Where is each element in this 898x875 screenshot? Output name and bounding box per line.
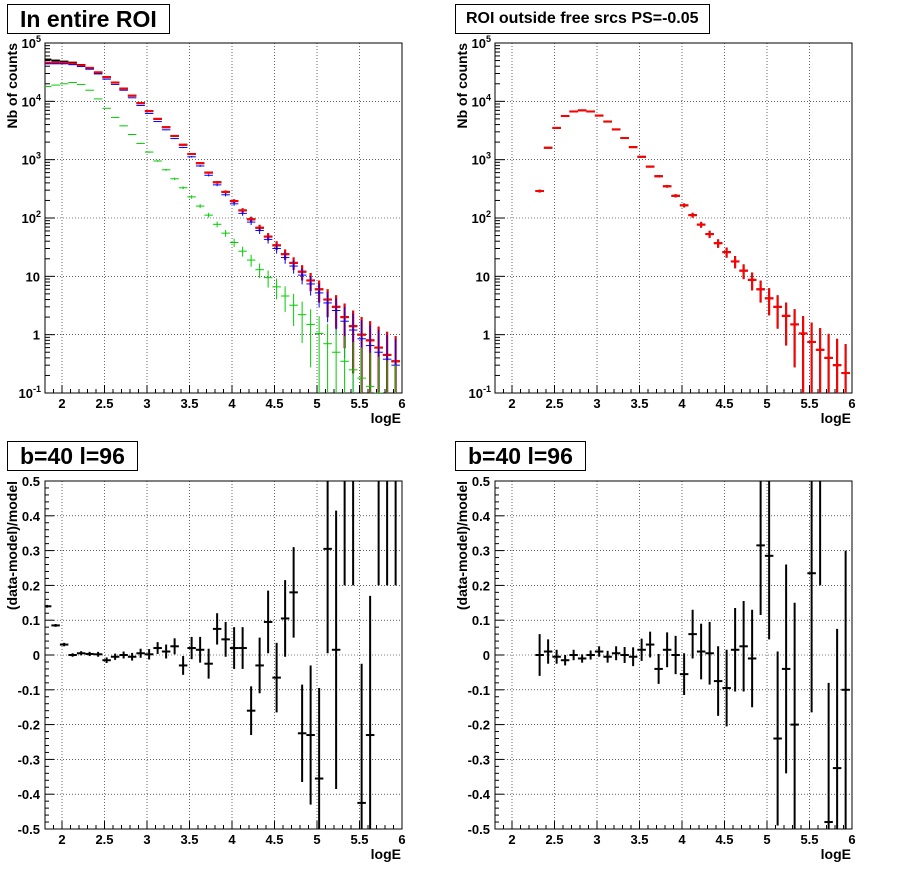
series-group — [535, 109, 850, 393]
x-tick-label: 4 — [678, 832, 686, 847]
x-tick-label: 5 — [313, 832, 320, 847]
y-tick-label: -0.4 — [18, 787, 41, 802]
y-tick-label: 0 — [483, 648, 490, 663]
y-tick-label: -0.1 — [468, 683, 490, 698]
y-tick-label: 1 — [483, 328, 490, 343]
y-tick-label: 0 — [33, 648, 40, 663]
x-tick-label: 3.5 — [180, 832, 198, 847]
x-tick-label: 5.5 — [350, 832, 368, 847]
y-tick-label: 104 — [472, 92, 491, 109]
x-tick-label: 5 — [763, 396, 770, 411]
chart-0: 2 2.5 3 3.5 4 4.5 5 5.5 6 10-1 1 10 102 103 104 105 logE… — [4, 34, 406, 426]
x-tick-label: 3.5 — [630, 396, 648, 411]
chart-1: 2 2.5 3 3.5 4 4.5 5 5.5 6 10-1 1 10 102 103 104 105 logE… — [454, 34, 856, 426]
x-tick-label: 2.5 — [545, 832, 563, 847]
y-tick-label: 10-1 — [469, 384, 491, 401]
y-tick-label: -0.3 — [468, 752, 490, 767]
x-tick-label: 3.5 — [630, 832, 648, 847]
chart-title-roi-outside: ROI outside free srcs PS=-0.05 — [455, 4, 710, 34]
x-tick-label: 6 — [398, 396, 405, 411]
x-tick-label: 2.5 — [95, 832, 113, 847]
chart-title-entire-roi: In entire ROI — [7, 4, 170, 34]
x-tick-label: 4 — [678, 396, 686, 411]
y-tick-label: 1 — [33, 328, 40, 343]
chart-2: 2 2.5 3 3.5 4 4.5 5 5.5 6 -0.5 -0.4 -0.3 -0.2 -0.1 0 0.… — [4, 474, 406, 862]
x-axis-title: logE — [371, 846, 401, 862]
y-tick-label: -0.2 — [468, 718, 490, 733]
series-group — [45, 481, 397, 829]
series-group — [45, 58, 400, 393]
y-tick-label: 0.2 — [472, 578, 490, 593]
y-tick-label: 102 — [22, 209, 41, 226]
y-tick-label: 0.1 — [22, 613, 40, 628]
y-tick-label: 0.4 — [22, 509, 41, 524]
y-axis-title: (data-model)/model — [4, 481, 20, 610]
y-tick-label: 10 — [26, 269, 40, 284]
x-tick-label: 4.5 — [265, 832, 283, 847]
x-tick-label: 3 — [593, 396, 600, 411]
x-tick-label: 6 — [848, 396, 855, 411]
x-tick-label: 4.5 — [715, 832, 733, 847]
x-tick-label: 3 — [593, 832, 600, 847]
x-tick-label: 2 — [508, 832, 515, 847]
y-tick-label: 10 — [476, 269, 490, 284]
x-tick-label: 5.5 — [350, 396, 368, 411]
y-tick-label: 103 — [472, 151, 491, 168]
x-tick-label: 3 — [143, 832, 150, 847]
x-axis-title: logE — [821, 846, 851, 862]
x-tick-label: 4.5 — [715, 396, 733, 411]
x-tick-label: 5 — [763, 832, 770, 847]
x-tick-label: 2.5 — [545, 396, 563, 411]
y-tick-label: 0.1 — [472, 613, 490, 628]
y-tick-label: 10-1 — [19, 384, 41, 401]
y-tick-label: 104 — [22, 92, 41, 109]
y-tick-label: 0.3 — [472, 544, 490, 559]
x-tick-label: 3 — [143, 396, 150, 411]
y-tick-label: 0.4 — [472, 509, 491, 524]
y-axis-title: Nb of counts — [454, 43, 470, 129]
y-tick-label: -0.2 — [18, 718, 40, 733]
x-tick-label: 5.5 — [800, 832, 818, 847]
y-tick-label: -0.5 — [18, 822, 40, 837]
x-tick-label: 2 — [58, 396, 65, 411]
y-axis-title: (data-model)/model — [454, 481, 470, 610]
y-tick-label: 105 — [22, 34, 41, 51]
x-tick-label: 4 — [228, 832, 236, 847]
y-tick-label: 0.2 — [22, 578, 40, 593]
x-tick-label: 2 — [58, 832, 65, 847]
x-tick-label: 2.5 — [95, 396, 113, 411]
chart-title-residual-left: b=40 l=96 — [7, 441, 138, 471]
y-tick-label: 103 — [22, 151, 41, 168]
y-tick-label: -0.5 — [468, 822, 490, 837]
y-axis-title: Nb of counts — [4, 43, 20, 129]
x-axis-title: logE — [821, 410, 851, 426]
chart-title-residual-right: b=40 l=96 — [455, 441, 586, 471]
x-tick-label: 4 — [228, 396, 236, 411]
x-tick-label: 3.5 — [180, 396, 198, 411]
x-axis-title: logE — [371, 410, 401, 426]
y-tick-label: -0.3 — [18, 752, 40, 767]
y-tick-label: 102 — [472, 209, 491, 226]
x-tick-label: 6 — [848, 832, 855, 847]
y-tick-label: 0.3 — [22, 544, 40, 559]
y-tick-label: 0.5 — [472, 474, 490, 489]
x-tick-label: 4.5 — [265, 396, 283, 411]
x-tick-label: 2 — [508, 396, 515, 411]
chart-3: 2 2.5 3 3.5 4 4.5 5 5.5 6 -0.5 -0.4 -0.3 -0.2 -0.1 0 0.… — [454, 474, 856, 862]
x-tick-label: 5 — [313, 396, 320, 411]
x-tick-label: 5.5 — [800, 396, 818, 411]
y-tick-label: 105 — [472, 34, 491, 51]
series-group — [535, 481, 850, 829]
y-tick-label: -0.4 — [468, 787, 491, 802]
y-tick-label: -0.1 — [18, 683, 40, 698]
x-tick-label: 6 — [398, 832, 405, 847]
y-tick-label: 0.5 — [22, 474, 40, 489]
